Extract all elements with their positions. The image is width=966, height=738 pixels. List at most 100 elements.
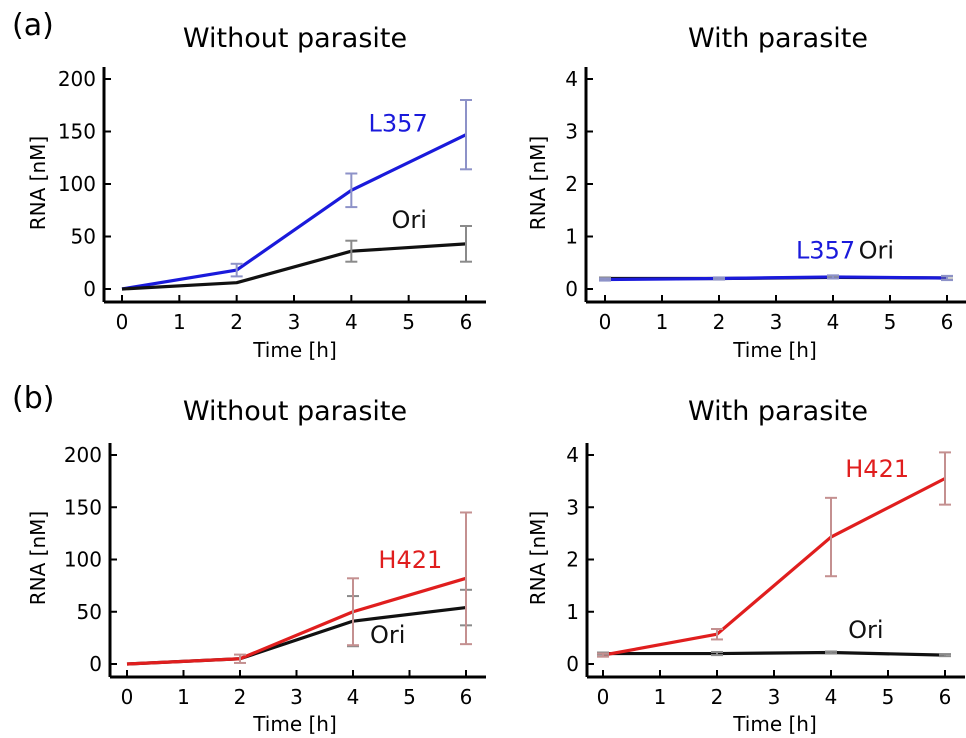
error-bar-h421 bbox=[234, 653, 246, 664]
y-tick-label: 100 bbox=[58, 172, 96, 196]
chart-b-with-parasite: With parasite Time [h] RNA [nM] 0 1 2 3 4 5 6 0… bbox=[526, 396, 965, 736]
series-label-h421: H421 bbox=[845, 455, 909, 483]
chart-b-without-parasite: Without parasite Time [h] RNA [nM] 0 1 2 3 4… bbox=[26, 396, 486, 736]
error-bar-ori bbox=[825, 650, 837, 655]
x-tick-label: 3 bbox=[770, 310, 783, 334]
error-bar-l357 bbox=[345, 172, 358, 209]
y-tick-label: 100 bbox=[64, 548, 102, 572]
y-tick-label: 150 bbox=[64, 495, 102, 519]
x-tick-label: 3 bbox=[288, 310, 301, 334]
x-tick-label: 3 bbox=[290, 685, 303, 709]
y-tick-label: 50 bbox=[71, 225, 96, 249]
x-tick-label: 3 bbox=[768, 685, 781, 709]
x-axis-label: Time [h] bbox=[252, 712, 337, 736]
series-line-l357 bbox=[604, 275, 948, 282]
series-line-h421 bbox=[602, 477, 946, 657]
x-tick-label: 2 bbox=[230, 310, 243, 334]
x-tick-label: 6 bbox=[941, 310, 954, 334]
x-tick-label: 1 bbox=[177, 685, 190, 709]
x-tick-label: 1 bbox=[654, 685, 667, 709]
x-tick-label: 0 bbox=[121, 685, 134, 709]
y-tick-label: 200 bbox=[64, 443, 102, 467]
x-tick-label: 5 bbox=[884, 310, 897, 334]
chart-a-without-parasite: Without parasite Time [h] RNA [nM] 0 1 2 3 4… bbox=[26, 23, 486, 362]
error-bar-l357 bbox=[941, 274, 953, 282]
panel-label-b: (b) bbox=[12, 381, 54, 416]
series-label-ori: Ori bbox=[370, 621, 405, 649]
x-axis-label: Time [h] bbox=[732, 338, 817, 362]
series-line-ori bbox=[603, 650, 946, 657]
x-tick-label: 2 bbox=[711, 685, 724, 709]
x-tick-label: 0 bbox=[597, 685, 610, 709]
y-tick-label: 2 bbox=[566, 548, 579, 572]
y-tick-label: 2 bbox=[565, 172, 578, 196]
x-tick-label: 1 bbox=[656, 310, 669, 334]
error-bar-l357 bbox=[460, 99, 472, 171]
x-tick-label: 5 bbox=[882, 685, 895, 709]
chart-title: With parasite bbox=[688, 396, 868, 427]
y-tick-label: 0 bbox=[565, 277, 578, 301]
chart-title: Without parasite bbox=[183, 396, 407, 427]
y-tick-label: 0 bbox=[83, 277, 96, 301]
x-tick-label: 6 bbox=[460, 685, 473, 709]
series-line-ori bbox=[121, 242, 467, 291]
error-bar-ori bbox=[345, 239, 358, 263]
x-tick-label: 4 bbox=[345, 310, 358, 334]
y-tick-label: 200 bbox=[58, 67, 96, 91]
y-tick-label: 3 bbox=[565, 120, 578, 144]
error-bar-h421 bbox=[347, 577, 359, 647]
error-bar-h421 bbox=[597, 652, 609, 658]
error-bar-ori bbox=[711, 650, 723, 657]
y-axis-label: RNA [nM] bbox=[26, 511, 50, 605]
x-tick-label: 2 bbox=[234, 685, 247, 709]
x-axis-label: Time [h] bbox=[732, 712, 817, 736]
y-tick-label: 150 bbox=[58, 120, 96, 144]
x-tick-label: 5 bbox=[403, 685, 416, 709]
error-bar-ori bbox=[460, 225, 472, 263]
series-label-ori: Ori bbox=[859, 237, 894, 265]
error-bar-h421 bbox=[825, 496, 837, 578]
series-line-h421 bbox=[126, 576, 467, 666]
chart-title: Without parasite bbox=[183, 23, 407, 54]
error-bar-h421 bbox=[939, 451, 951, 506]
error-bar-h421 bbox=[460, 511, 472, 646]
x-tick-label: 5 bbox=[402, 310, 415, 334]
x-tick-label: 4 bbox=[827, 310, 840, 334]
error-bar-ori bbox=[939, 653, 951, 658]
y-tick-label: 3 bbox=[566, 495, 579, 519]
chart-title: With parasite bbox=[688, 23, 868, 54]
y-tick-label: 4 bbox=[565, 67, 578, 91]
panel-label-a: (a) bbox=[12, 8, 54, 43]
y-tick-label: 1 bbox=[566, 600, 579, 624]
error-bar-l357 bbox=[599, 277, 611, 282]
chart-a-with-parasite: With parasite Time [h] RNA [nM] 0 1 2 3 4 5 6 0… bbox=[526, 23, 966, 362]
y-axis-label: RNA [nM] bbox=[26, 136, 50, 230]
x-axis-label: Time [h] bbox=[252, 338, 337, 362]
x-tick-label: 2 bbox=[713, 310, 726, 334]
x-tick-label: 4 bbox=[825, 685, 838, 709]
series-label-ori: Ori bbox=[848, 616, 883, 644]
y-axis-label: RNA [nM] bbox=[526, 511, 550, 605]
x-tick-label: 6 bbox=[460, 310, 473, 334]
error-bar-l357 bbox=[230, 262, 243, 278]
error-bar-l357 bbox=[827, 274, 839, 280]
series-label-l357: L357 bbox=[796, 237, 855, 265]
error-bar-h421 bbox=[711, 627, 723, 641]
y-tick-label: 50 bbox=[77, 600, 102, 624]
x-tick-label: 1 bbox=[173, 310, 186, 334]
series-label-l357: L357 bbox=[369, 110, 428, 138]
x-tick-label: 0 bbox=[116, 310, 129, 334]
y-tick-label: 0 bbox=[566, 652, 579, 676]
y-tick-label: 0 bbox=[89, 652, 102, 676]
y-tick-label: 4 bbox=[566, 443, 579, 467]
y-tick-label: 1 bbox=[565, 225, 578, 249]
y-axis-label: RNA [nM] bbox=[526, 136, 550, 230]
series-label-ori: Ori bbox=[391, 206, 426, 234]
x-tick-label: 4 bbox=[347, 685, 360, 709]
series-label-h421: H421 bbox=[378, 546, 442, 574]
series-line-l357 bbox=[121, 133, 467, 291]
x-tick-label: 6 bbox=[939, 685, 952, 709]
x-tick-label: 0 bbox=[599, 310, 612, 334]
error-bar-l357 bbox=[713, 276, 725, 281]
